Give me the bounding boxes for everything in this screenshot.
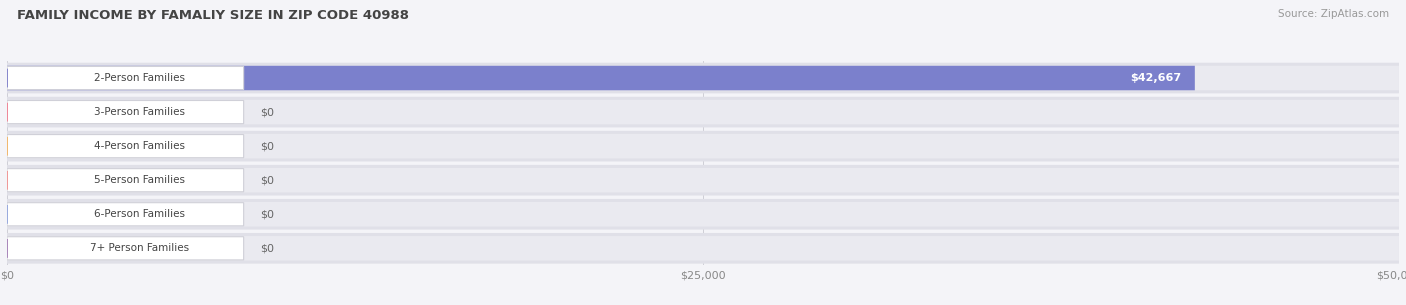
Text: $0: $0 — [260, 107, 274, 117]
Text: 7+ Person Families: 7+ Person Families — [90, 243, 188, 253]
FancyBboxPatch shape — [7, 66, 1399, 90]
Text: 6-Person Families: 6-Person Families — [94, 209, 186, 219]
Text: $0: $0 — [260, 243, 274, 253]
Text: $0: $0 — [260, 175, 274, 185]
FancyBboxPatch shape — [7, 168, 1399, 192]
FancyBboxPatch shape — [7, 135, 243, 158]
FancyBboxPatch shape — [7, 63, 1399, 93]
Text: $42,667: $42,667 — [1130, 73, 1181, 83]
FancyBboxPatch shape — [7, 199, 1399, 230]
FancyBboxPatch shape — [7, 236, 1399, 260]
FancyBboxPatch shape — [7, 66, 1195, 90]
Text: 2-Person Families: 2-Person Families — [94, 73, 186, 83]
FancyBboxPatch shape — [7, 100, 1399, 124]
FancyBboxPatch shape — [7, 66, 243, 90]
FancyBboxPatch shape — [7, 131, 1399, 161]
FancyBboxPatch shape — [7, 203, 243, 226]
Text: FAMILY INCOME BY FAMALIY SIZE IN ZIP CODE 40988: FAMILY INCOME BY FAMALIY SIZE IN ZIP COD… — [17, 9, 409, 22]
FancyBboxPatch shape — [7, 233, 1399, 264]
Text: $0: $0 — [260, 209, 274, 219]
Text: 3-Person Families: 3-Person Families — [94, 107, 186, 117]
FancyBboxPatch shape — [7, 97, 1399, 127]
Text: 5-Person Families: 5-Person Families — [94, 175, 186, 185]
FancyBboxPatch shape — [7, 169, 243, 192]
FancyBboxPatch shape — [7, 101, 243, 124]
FancyBboxPatch shape — [7, 202, 1399, 227]
Text: Source: ZipAtlas.com: Source: ZipAtlas.com — [1278, 9, 1389, 19]
Text: $0: $0 — [260, 141, 274, 151]
FancyBboxPatch shape — [7, 165, 1399, 196]
FancyBboxPatch shape — [7, 134, 1399, 158]
Text: 4-Person Families: 4-Person Families — [94, 141, 186, 151]
FancyBboxPatch shape — [7, 237, 243, 260]
